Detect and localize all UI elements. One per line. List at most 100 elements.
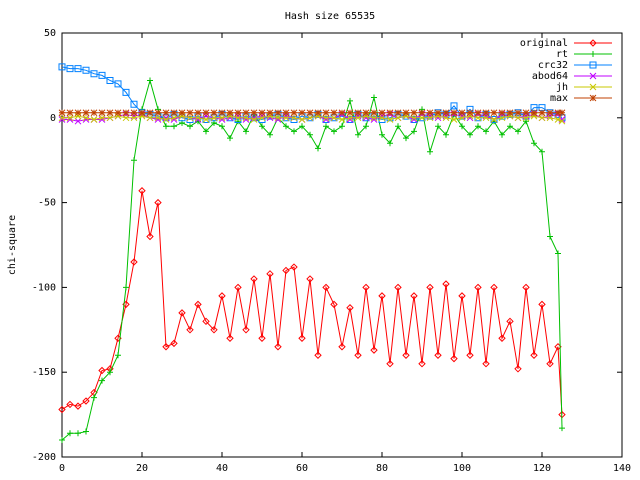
point-marker	[226, 334, 234, 342]
point-marker	[66, 400, 74, 409]
point-marker	[130, 100, 138, 108]
point-marker	[298, 109, 306, 117]
point-marker	[386, 116, 394, 123]
point-marker	[74, 402, 82, 410]
point-marker	[434, 109, 442, 117]
point-marker	[307, 131, 313, 138]
point-marker	[82, 114, 90, 122]
point-marker	[274, 343, 282, 351]
point-marker	[58, 109, 66, 117]
point-marker	[58, 63, 66, 71]
point-marker	[98, 109, 106, 117]
point-marker	[339, 123, 345, 130]
series-line	[61, 190, 563, 415]
point-marker	[258, 109, 266, 117]
point-marker	[234, 114, 242, 122]
plot-frame	[61, 32, 623, 458]
point-marker	[514, 109, 522, 117]
series-line	[61, 66, 563, 121]
point-marker	[483, 128, 489, 135]
point-marker	[474, 109, 482, 117]
point-marker	[347, 97, 353, 104]
point-marker	[490, 116, 498, 123]
y-tick-label: 50	[44, 28, 56, 39]
point-marker	[387, 140, 393, 147]
point-marker	[82, 66, 90, 74]
legend-marker	[589, 94, 597, 102]
point-marker	[490, 283, 498, 292]
point-marker	[290, 263, 298, 271]
point-marker	[558, 109, 566, 117]
point-marker	[394, 283, 402, 292]
legend-label: jh	[556, 82, 568, 93]
point-marker	[82, 397, 90, 405]
point-marker	[163, 123, 169, 130]
point-marker	[123, 284, 129, 291]
point-marker	[138, 187, 146, 195]
point-marker	[330, 300, 338, 309]
point-marker	[459, 123, 465, 130]
point-marker	[138, 109, 146, 117]
point-marker	[467, 131, 473, 138]
point-marker	[194, 300, 202, 309]
point-marker	[154, 114, 162, 122]
point-marker	[106, 76, 114, 84]
point-marker	[66, 65, 74, 73]
point-marker	[434, 351, 442, 359]
series-line	[62, 115, 563, 122]
point-marker	[186, 326, 194, 334]
point-marker	[187, 123, 193, 130]
point-marker	[466, 109, 474, 117]
chart-title: Hash size 65535	[285, 11, 375, 22]
point-marker	[531, 140, 537, 147]
x-tick-label: 100	[453, 463, 471, 474]
point-marker	[162, 109, 170, 117]
point-marker	[458, 109, 466, 117]
point-marker	[450, 109, 458, 117]
point-marker	[74, 109, 82, 117]
point-marker	[475, 123, 481, 130]
point-marker	[498, 334, 506, 342]
point-marker	[67, 430, 73, 437]
point-marker	[450, 116, 458, 123]
point-marker	[234, 283, 242, 292]
point-marker	[418, 109, 426, 117]
point-marker	[194, 109, 202, 117]
point-marker	[538, 300, 546, 309]
point-marker	[259, 123, 265, 130]
point-marker	[466, 114, 474, 122]
point-marker	[435, 123, 441, 130]
legend-marker	[589, 39, 597, 47]
point-marker	[506, 109, 514, 117]
point-marker	[555, 250, 561, 257]
point-marker	[442, 114, 450, 122]
point-marker	[194, 114, 202, 122]
point-marker	[242, 114, 250, 122]
point-marker	[474, 114, 482, 122]
point-marker	[178, 109, 186, 117]
point-marker	[558, 117, 566, 125]
point-marker	[282, 109, 290, 117]
point-marker	[559, 425, 565, 432]
point-marker	[538, 104, 546, 112]
point-marker	[99, 377, 105, 384]
point-marker	[210, 326, 218, 334]
point-marker	[354, 109, 362, 117]
point-marker	[290, 114, 298, 122]
point-marker	[106, 109, 114, 117]
point-marker	[226, 109, 234, 117]
point-marker	[114, 109, 122, 117]
point-marker	[258, 334, 266, 342]
point-marker	[314, 109, 322, 117]
point-marker	[394, 114, 402, 122]
point-marker	[234, 109, 242, 117]
legend-label: original	[520, 38, 568, 49]
x-tick-label: 40	[216, 463, 228, 474]
point-marker	[83, 428, 89, 435]
point-marker	[58, 114, 66, 122]
point-marker	[227, 135, 233, 142]
point-marker	[426, 109, 434, 117]
point-marker	[363, 123, 369, 130]
point-marker	[402, 109, 410, 117]
point-marker	[283, 123, 289, 130]
